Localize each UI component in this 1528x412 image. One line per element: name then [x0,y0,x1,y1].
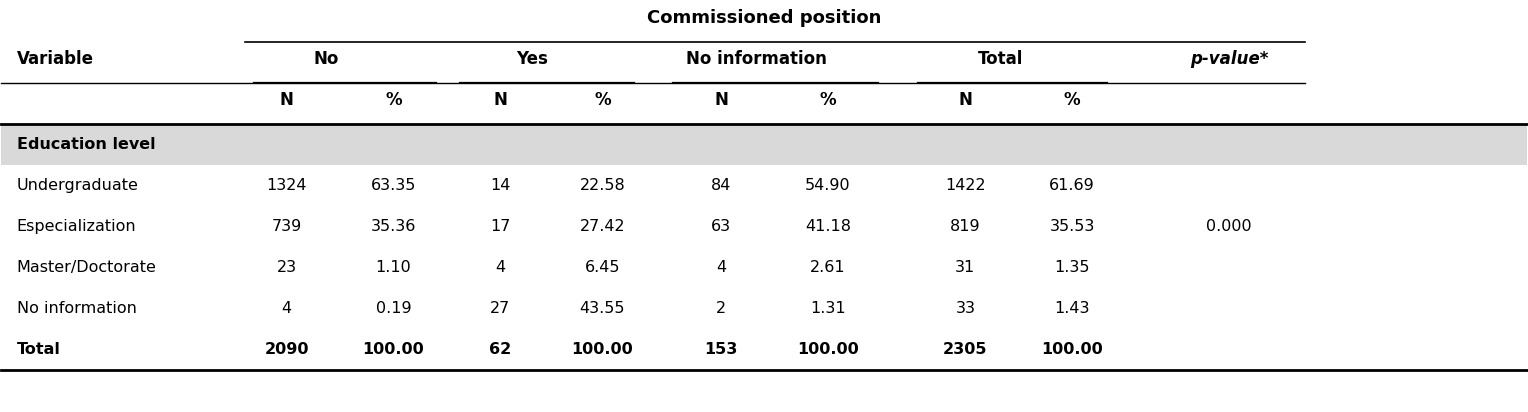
Text: 153: 153 [704,342,738,357]
Text: 14: 14 [490,178,510,193]
Text: N: N [958,91,972,109]
Text: 100.00: 100.00 [1041,342,1103,357]
Text: 54.90: 54.90 [805,178,851,193]
Text: Education level: Education level [17,137,156,152]
Text: Yes: Yes [516,50,549,68]
Text: 35.53: 35.53 [1050,219,1094,234]
Text: Especialization: Especialization [17,219,136,234]
Text: 2.61: 2.61 [810,260,847,275]
Text: No information: No information [686,50,827,68]
Text: 1324: 1324 [266,178,307,193]
Text: 31: 31 [955,260,975,275]
Text: N: N [715,91,729,109]
Text: 100.00: 100.00 [362,342,425,357]
Text: N: N [280,91,293,109]
Text: 63.35: 63.35 [371,178,416,193]
Bar [2,124,1526,165]
Text: 2305: 2305 [943,342,987,357]
Text: %: % [819,91,836,109]
Text: 1.35: 1.35 [1054,260,1089,275]
Text: 4: 4 [717,260,726,275]
Text: 23: 23 [277,260,296,275]
Text: 1422: 1422 [944,178,986,193]
Text: 62: 62 [489,342,512,357]
Text: %: % [385,91,402,109]
Text: Total: Total [17,342,61,357]
Text: 63: 63 [711,219,732,234]
Text: %: % [1063,91,1080,109]
Text: 17: 17 [490,219,510,234]
Text: No: No [313,50,339,68]
Text: 100.00: 100.00 [571,342,633,357]
Text: 1.10: 1.10 [376,260,411,275]
Text: 1.43: 1.43 [1054,301,1089,316]
Text: Commissioned position: Commissioned position [646,9,882,27]
Text: 1.31: 1.31 [810,301,847,316]
Text: N: N [494,91,507,109]
Text: 27: 27 [490,301,510,316]
Text: 33: 33 [955,301,975,316]
Text: Total: Total [978,50,1024,68]
Text: 0.19: 0.19 [376,301,411,316]
Text: 27.42: 27.42 [579,219,625,234]
Text: 2: 2 [717,301,726,316]
Text: 4: 4 [495,260,506,275]
Text: Master/Doctorate: Master/Doctorate [17,260,156,275]
Text: 6.45: 6.45 [585,260,620,275]
Text: 43.55: 43.55 [579,301,625,316]
Text: 22.58: 22.58 [579,178,625,193]
Text: No information: No information [17,301,136,316]
Text: 100.00: 100.00 [798,342,859,357]
Text: Variable: Variable [17,50,93,68]
Text: 41.18: 41.18 [805,219,851,234]
Text: 61.69: 61.69 [1050,178,1096,193]
Text: 819: 819 [950,219,981,234]
Text: 739: 739 [272,219,301,234]
Text: 35.36: 35.36 [371,219,416,234]
Text: %: % [594,91,611,109]
Text: 84: 84 [711,178,732,193]
Text: Undergraduate: Undergraduate [17,178,139,193]
Text: p-value*: p-value* [1190,50,1268,68]
Text: 2090: 2090 [264,342,309,357]
Text: 4: 4 [281,301,292,316]
Text: 0.000: 0.000 [1207,219,1251,234]
